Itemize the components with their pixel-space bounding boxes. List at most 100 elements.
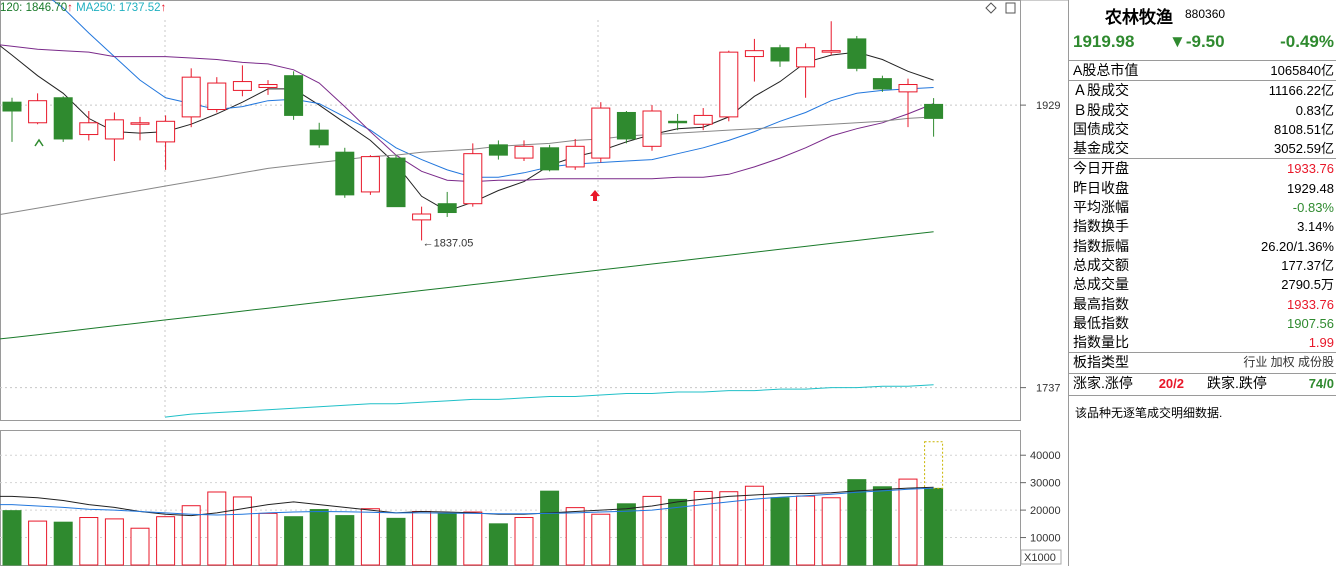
ma-line-ma_black	[0, 45, 934, 212]
price-frame	[0, 0, 1021, 421]
candle-body	[770, 47, 790, 62]
stat-value: 26.20/1.36%	[1260, 238, 1334, 254]
volume-bar	[386, 517, 406, 566]
volume-bar	[642, 495, 662, 566]
stat-value: 177.37亿	[1281, 257, 1334, 273]
candle-body	[719, 51, 739, 118]
volume-unit-label: X1000	[1024, 552, 1056, 564]
stat-row: A股总市值 1065840亿	[1069, 61, 1336, 82]
stat-row: 指数振幅 26.20/1.36%	[1069, 237, 1336, 256]
forecast-volume-bar	[924, 441, 944, 489]
updown-value: 20/2	[1158, 375, 1184, 391]
kline-chart[interactable]: 1929 1737 40000 30000 20000 10000 X1000 ←1837.0…	[0, 0, 1068, 566]
volume-bar	[284, 516, 304, 566]
volume-bar	[156, 516, 176, 566]
volume-bar	[28, 520, 48, 566]
updown-row: 涨家.涨停 20/2 跌家.跌停 74/0	[1069, 374, 1336, 396]
volume-bar	[412, 510, 432, 566]
volume-bar	[719, 491, 739, 566]
volume-unit-box	[1020, 549, 1062, 565]
kline-svg[interactable]: 1929 1737 40000 30000 20000 10000 X1000 ←1837.0…	[0, 0, 1068, 566]
volume-bar	[872, 486, 892, 566]
stat-value: 8108.51亿	[1274, 121, 1334, 137]
buy-signal-arrow	[590, 190, 600, 201]
tick-note: 该品种无逐笔成交明细数据.	[1075, 406, 1223, 420]
signal-marker	[34, 138, 44, 147]
volume-bar	[821, 497, 841, 566]
stat-value: 1929.48	[1287, 180, 1334, 196]
candle-body	[412, 213, 432, 221]
stat-label: A股总市值	[1073, 62, 1139, 78]
ma-legend: 120: 1846.70↑ MA250: 1737.52↑	[0, 2, 166, 14]
stat-value: 3052.59亿	[1274, 141, 1334, 157]
candle-body	[693, 114, 713, 125]
volume-bar	[232, 496, 252, 566]
candle-body	[796, 47, 816, 68]
stat-label: 最低指数	[1073, 314, 1129, 331]
ma-line-ma_green	[0, 231, 934, 340]
price-tick-label: 1929	[1036, 100, 1060, 112]
down-value: 74/0	[1308, 375, 1334, 391]
stat-label: 昨日收盘	[1073, 179, 1129, 196]
stat-row: 今日开盘 1933.76	[1069, 159, 1336, 178]
stat-row: 总成交额 177.37亿	[1069, 256, 1336, 275]
stat-value: 1.99	[1308, 335, 1334, 351]
candle-body	[821, 50, 841, 53]
candle-body	[181, 76, 201, 118]
volume-ma-vma_blue	[0, 487, 934, 516]
volume-bar	[258, 512, 278, 566]
stat-label: 最高指数	[1073, 295, 1129, 312]
volume-tick-label: 10000	[1030, 533, 1061, 545]
stat-row: 最高指数 1933.76	[1069, 295, 1336, 314]
volume-bar	[668, 498, 688, 566]
volume-bar	[898, 478, 918, 566]
candle-body	[79, 122, 99, 136]
ma-line-ma_cyan	[164, 384, 934, 418]
stat-value: 1065840亿	[1270, 63, 1334, 78]
stat-value: -0.83%	[1292, 200, 1334, 216]
volume-bar	[207, 491, 227, 566]
candle-body	[437, 203, 457, 214]
candle-body	[744, 50, 764, 58]
stat-row: 昨日收盘 1929.48	[1069, 179, 1336, 198]
panel-header: 农林牧渔 880360	[1069, 0, 1336, 27]
volume-frame	[0, 430, 1021, 566]
candle-body	[130, 122, 150, 125]
stat-row: 总成交量 2790.5万	[1069, 275, 1336, 294]
stat-value: 3.14%	[1297, 219, 1334, 235]
price-change: ▼-9.50	[1169, 32, 1225, 51]
stat-label: 今日开盘	[1073, 160, 1129, 177]
price-tick-label: 1737	[1036, 383, 1060, 395]
quote-panel: 农林牧渔 880360 1919.98 ▼-9.50 -0.49% A股总市值 1…	[1068, 0, 1336, 566]
low-price-annotation: ←1837.05	[423, 237, 474, 249]
stat-row: 指数量比 1.99	[1069, 333, 1336, 354]
volume-bar	[463, 511, 483, 566]
candle-body	[668, 120, 688, 124]
stat-label: 总成交额	[1073, 256, 1129, 273]
volume-tick-label: 20000	[1030, 505, 1061, 517]
volume-bar	[181, 505, 201, 566]
volume-bar	[693, 490, 713, 566]
index-type-value[interactable]: 行业 加权 成份股	[1243, 355, 1334, 370]
stat-value: 1933.76	[1287, 296, 1334, 312]
volume-bar	[360, 508, 380, 566]
stat-row: 平均涨幅 -0.83%	[1069, 198, 1336, 217]
stat-row: Ａ股成交 11166.22亿	[1069, 81, 1336, 100]
volume-bar	[514, 517, 534, 566]
stat-label: Ａ股成交	[1073, 82, 1129, 99]
down-label: 跌家.跌停	[1207, 374, 1267, 391]
candle-body	[156, 120, 176, 143]
candle-body	[2, 101, 22, 112]
candle-body	[924, 103, 944, 119]
stat-row: 最低指数 1907.56	[1069, 314, 1336, 333]
candle-body	[591, 107, 611, 159]
volume-bar	[335, 515, 355, 566]
candle-body	[360, 156, 380, 193]
volume-bar	[847, 479, 867, 566]
volume-bar	[437, 513, 457, 566]
candle-body	[104, 119, 124, 140]
ma-line-ma_blue	[51, 0, 934, 178]
current-price: 1919.98	[1073, 32, 1135, 51]
price-change-pct: -0.49%	[1280, 32, 1334, 51]
stat-value: 2790.5万	[1281, 277, 1334, 293]
